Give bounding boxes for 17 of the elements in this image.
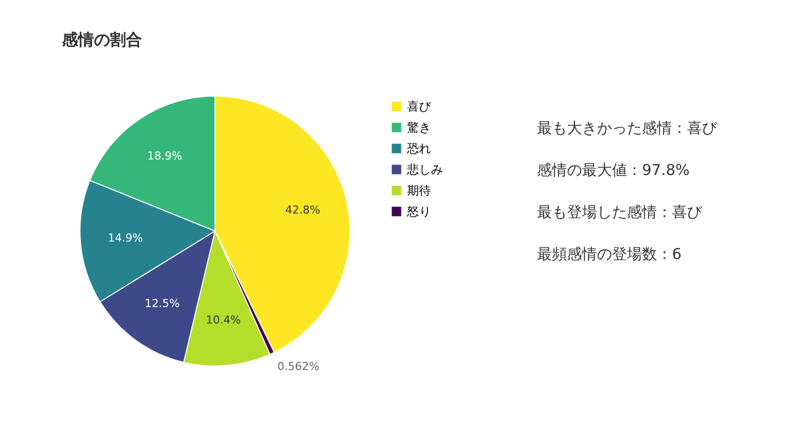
data-label: 10.4% [206,314,241,327]
text: 最頻感情の登場数：6 [537,245,682,263]
data-label: 12.5% [144,296,180,310]
legend-label: 驚き [407,120,431,134]
legend-label: 悲しみ [406,162,443,176]
text: 最も登場した感情：喜び [537,203,703,221]
legend-label: 恐れ [406,142,431,156]
legend-label: 期待 [407,184,431,198]
text: 感情の最大値：97.8% [537,161,690,179]
legend-label: 怒り [406,204,431,218]
data-label: 0.562% [277,360,320,373]
data-label: 14.9% [108,232,143,245]
legend-label: 喜び [407,100,432,114]
data-label: 18.9% [147,149,182,162]
text: 最も大きかった感情：喜び [537,119,718,137]
data-label: 42.8% [285,204,320,217]
chart-title: 感情の割合 [61,30,142,49]
